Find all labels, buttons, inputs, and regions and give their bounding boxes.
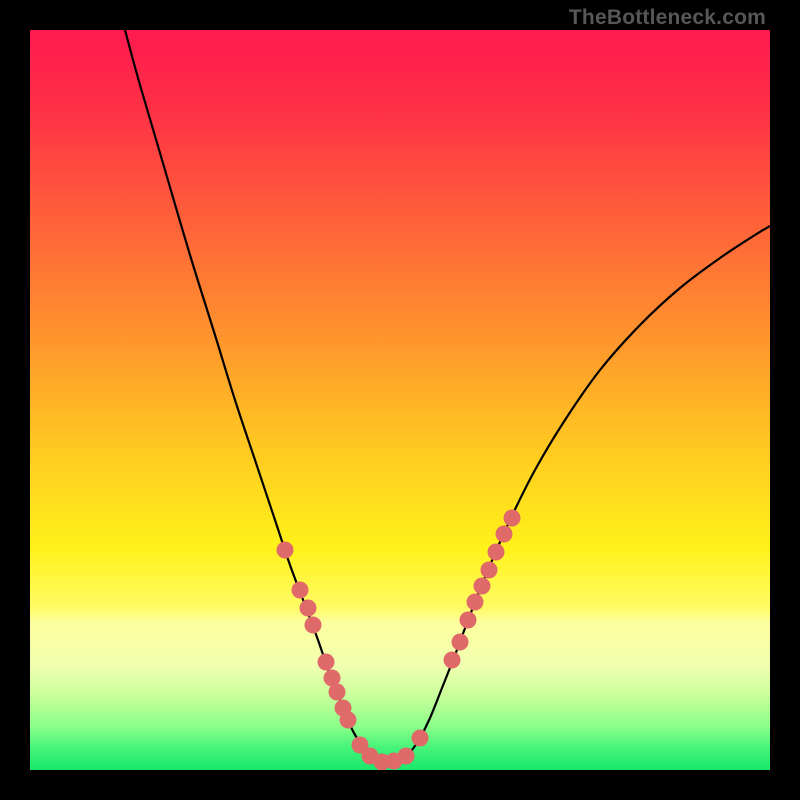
data-marker bbox=[481, 562, 498, 579]
data-marker bbox=[452, 634, 469, 651]
curve-right-branch bbox=[388, 226, 770, 763]
marker-group bbox=[277, 510, 521, 771]
data-marker bbox=[460, 612, 477, 629]
data-marker bbox=[318, 654, 335, 671]
data-marker bbox=[444, 652, 461, 669]
data-marker bbox=[467, 594, 484, 611]
data-marker bbox=[496, 526, 513, 543]
data-marker bbox=[398, 748, 415, 765]
data-marker bbox=[488, 544, 505, 561]
data-marker bbox=[305, 617, 322, 634]
watermark-text: TheBottleneck.com bbox=[569, 6, 766, 30]
data-marker bbox=[412, 730, 429, 747]
data-marker bbox=[504, 510, 521, 527]
curve-layer bbox=[30, 30, 770, 770]
data-marker bbox=[329, 684, 346, 701]
data-marker bbox=[292, 582, 309, 599]
data-marker bbox=[277, 542, 294, 559]
curve-left-branch bbox=[125, 30, 388, 763]
data-marker bbox=[300, 600, 317, 617]
plot-area bbox=[30, 30, 770, 770]
chart-outer: TheBottleneck.com bbox=[0, 0, 800, 800]
data-marker bbox=[474, 578, 491, 595]
data-marker bbox=[340, 712, 357, 729]
